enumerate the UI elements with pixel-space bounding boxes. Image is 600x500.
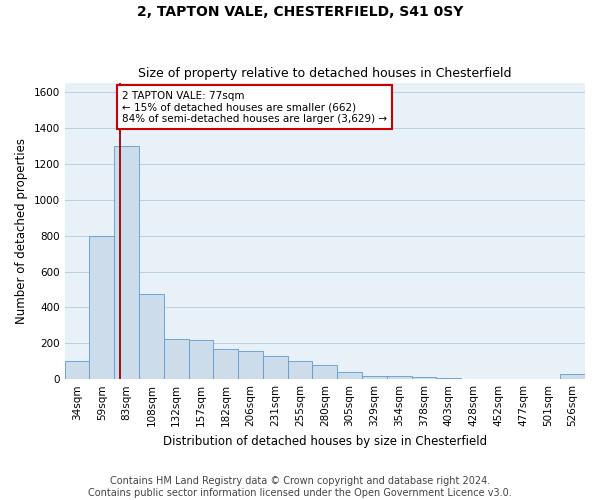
Text: Contains HM Land Registry data © Crown copyright and database right 2024.
Contai: Contains HM Land Registry data © Crown c…: [88, 476, 512, 498]
Y-axis label: Number of detached properties: Number of detached properties: [15, 138, 28, 324]
Bar: [412, 378, 436, 379]
Bar: [337, 372, 362, 379]
Bar: [139, 294, 164, 379]
Title: Size of property relative to detached houses in Chesterfield: Size of property relative to detached ho…: [138, 66, 512, 80]
Bar: [65, 362, 89, 379]
Bar: [287, 362, 313, 379]
Bar: [164, 339, 188, 379]
Bar: [89, 236, 114, 379]
Bar: [263, 356, 287, 379]
Text: 2, TAPTON VALE, CHESTERFIELD, S41 0SY: 2, TAPTON VALE, CHESTERFIELD, S41 0SY: [137, 5, 463, 19]
Text: 2 TAPTON VALE: 77sqm
← 15% of detached houses are smaller (662)
84% of semi-deta: 2 TAPTON VALE: 77sqm ← 15% of detached h…: [122, 90, 387, 124]
Bar: [214, 348, 238, 379]
X-axis label: Distribution of detached houses by size in Chesterfield: Distribution of detached houses by size …: [163, 434, 487, 448]
Bar: [188, 340, 214, 379]
Bar: [387, 376, 412, 379]
Bar: [313, 365, 337, 379]
Bar: [114, 146, 139, 379]
Bar: [436, 378, 461, 379]
Bar: [238, 350, 263, 379]
Bar: [560, 374, 585, 379]
Bar: [362, 376, 387, 379]
